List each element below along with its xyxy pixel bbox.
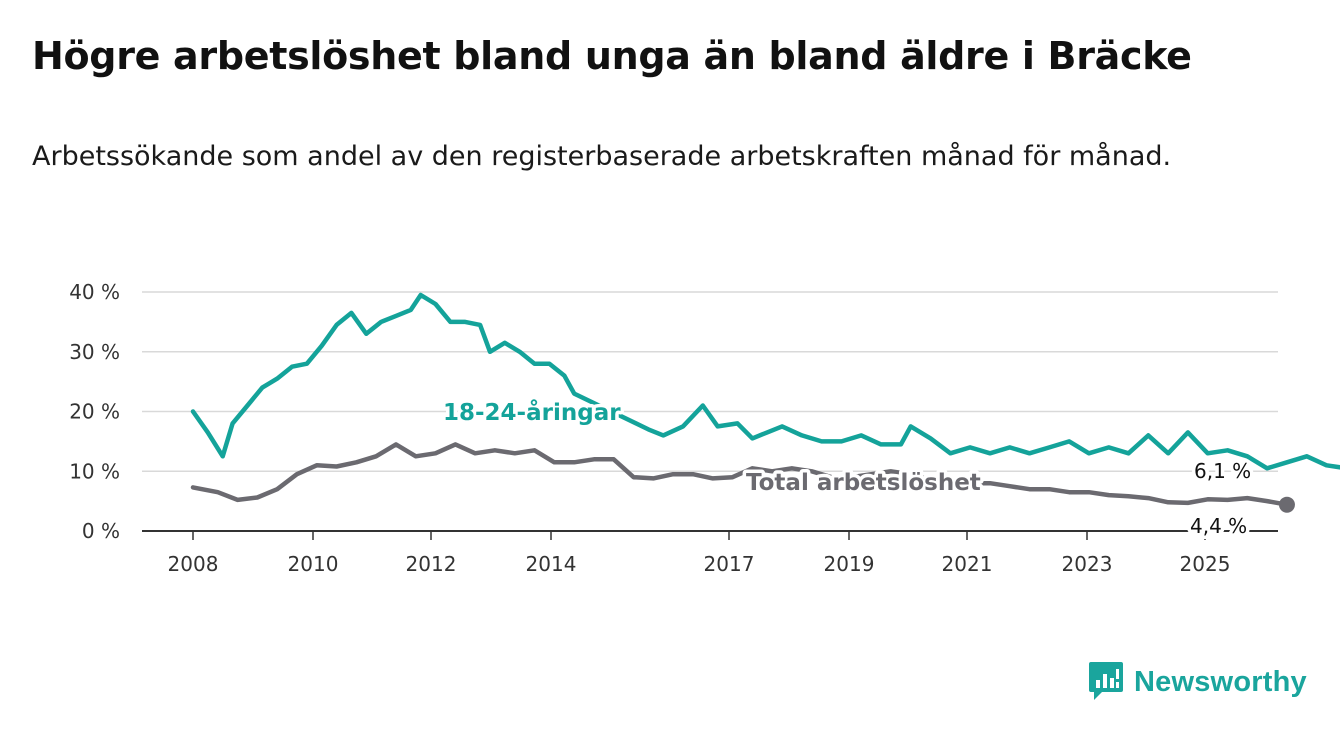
y-tick-label: 40 % [69, 280, 120, 304]
bar-chart-badge-icon [1089, 662, 1123, 700]
y-tick-label: 0 % [82, 519, 120, 543]
logo-text: Newsworthy [1134, 665, 1307, 698]
x-tick-label: 2023 [1062, 552, 1113, 576]
y-tick-label: 30 % [69, 340, 120, 364]
x-tick-label: 2014 [526, 552, 577, 576]
end-value-18-24: 6,1 % [1194, 459, 1251, 483]
y-tick-label: 20 % [69, 400, 120, 424]
series-line-total [190, 442, 1290, 507]
y-tick-label: 10 % [69, 459, 120, 483]
x-tick-label: 2012 [406, 552, 457, 576]
x-tick-label: 2021 [942, 552, 993, 576]
chart-title: Högre arbetslöshet bland unga än bland ä… [32, 34, 1192, 78]
x-tick-label: 2008 [168, 552, 219, 576]
end-marker-total [1278, 496, 1295, 513]
series-label-18-24: 18-24-åringar [443, 399, 621, 426]
x-tick-label: 2019 [824, 552, 875, 576]
x-tick-label: 2010 [288, 552, 339, 576]
x-tick-label: 2025 [1180, 552, 1231, 576]
x-tick-label: 2017 [704, 552, 755, 576]
end-value-total: 4,4 % [1190, 514, 1247, 538]
chart-subtitle: Arbetssökande som andel av den registerb… [32, 141, 1172, 172]
series-line-18-24 [190, 292, 1340, 471]
newsworthy-logo: Newsworthy [1088, 660, 1307, 704]
series-label-total: Total arbetslöshet [746, 470, 981, 496]
